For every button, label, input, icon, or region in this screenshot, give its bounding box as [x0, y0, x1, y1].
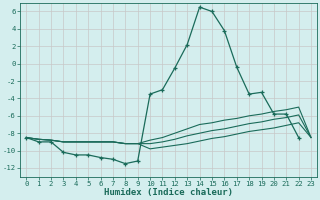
X-axis label: Humidex (Indice chaleur): Humidex (Indice chaleur)	[104, 188, 233, 197]
